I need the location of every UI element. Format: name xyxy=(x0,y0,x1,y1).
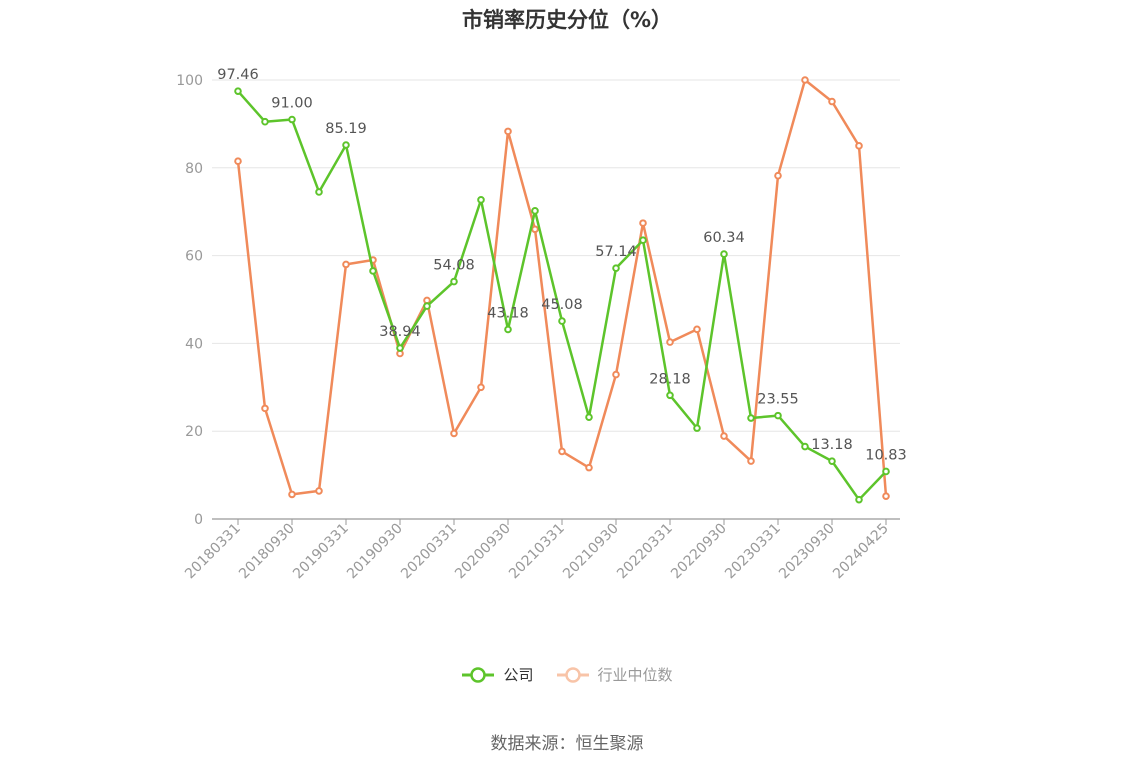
data-point[interactable] xyxy=(612,264,620,272)
x-tick-label: 20230331 xyxy=(722,521,784,583)
data-point[interactable] xyxy=(801,76,809,84)
data-point[interactable] xyxy=(234,157,242,166)
data-point[interactable] xyxy=(666,391,674,400)
data-point[interactable] xyxy=(423,302,431,310)
data-label: 28.18 xyxy=(649,371,691,387)
data-point[interactable] xyxy=(612,370,620,379)
data-point[interactable] xyxy=(450,277,458,286)
y-tick-label: 0 xyxy=(194,512,203,528)
data-point[interactable] xyxy=(693,325,701,334)
legend-item-company[interactable]: 公司 xyxy=(461,664,534,685)
data-label: 60.34 xyxy=(703,230,745,246)
data-point[interactable] xyxy=(369,267,377,275)
series-line xyxy=(236,78,888,497)
data-label: 23.55 xyxy=(757,392,799,408)
data-label: 54.08 xyxy=(433,258,475,274)
y-tick-label: 60 xyxy=(185,249,203,265)
legend: 公司 行业中位数 xyxy=(0,664,1134,685)
legend-industry-marker-icon xyxy=(556,666,589,683)
gridlines xyxy=(212,79,900,432)
x-tick-label: 20210331 xyxy=(506,521,568,583)
data-point[interactable] xyxy=(396,344,404,352)
data-point[interactable] xyxy=(828,457,836,465)
data-point[interactable] xyxy=(504,325,512,334)
x-tick-label: 20190331 xyxy=(290,521,352,583)
data-point[interactable] xyxy=(477,383,485,392)
y-tick-label: 100 xyxy=(176,73,203,89)
data-label: 10.83 xyxy=(865,447,907,463)
data-point[interactable] xyxy=(747,414,755,422)
data-label: 45.08 xyxy=(541,297,583,313)
data-point[interactable] xyxy=(774,171,782,180)
legend-industry-label: 行业中位数 xyxy=(597,666,673,684)
x-tick-label: 20180331 xyxy=(182,521,244,583)
x-tick-label: 20230930 xyxy=(776,521,838,583)
axes: 0 20 40 60 80 100 2018033120180930201903312019… xyxy=(176,73,900,582)
data-point[interactable] xyxy=(288,490,296,499)
data-point[interactable] xyxy=(558,447,566,456)
data-point[interactable] xyxy=(693,424,701,432)
data-point[interactable] xyxy=(585,413,593,421)
data-point[interactable] xyxy=(558,317,566,325)
y-tick-label: 20 xyxy=(185,424,203,440)
data-point[interactable] xyxy=(828,97,836,106)
y-tick-label: 80 xyxy=(185,161,203,177)
data-label: 13.18 xyxy=(811,437,853,453)
data-point[interactable] xyxy=(531,225,539,234)
data-point[interactable] xyxy=(720,432,728,440)
y-tick-label: 40 xyxy=(185,336,203,352)
data-point[interactable] xyxy=(342,141,350,149)
data-point[interactable] xyxy=(450,429,458,438)
data-point[interactable] xyxy=(855,142,863,150)
line-chart: 0 20 40 60 80 100 2018033120180930201903312019… xyxy=(176,67,907,582)
data-label: 43.18 xyxy=(487,305,529,321)
data-point[interactable] xyxy=(666,338,674,346)
data-point[interactable] xyxy=(747,457,755,465)
data-point[interactable] xyxy=(639,236,647,245)
x-tick-label: 20180930 xyxy=(236,521,298,583)
data-point[interactable] xyxy=(882,467,890,476)
x-tick-label: 20190930 xyxy=(344,521,406,583)
x-tick-label: 20200331 xyxy=(398,521,460,583)
data-point[interactable] xyxy=(315,487,323,495)
x-tick-label: 20220331 xyxy=(614,521,676,583)
data-label: 85.19 xyxy=(325,121,367,137)
data-point[interactable] xyxy=(639,219,647,227)
chart-title: 市销率历史分位（%） xyxy=(461,8,673,32)
data-point[interactable] xyxy=(288,115,296,124)
x-tick-label: 20240425 xyxy=(830,521,892,583)
data-point[interactable] xyxy=(261,117,269,126)
series-line xyxy=(237,90,887,501)
data-point[interactable] xyxy=(477,196,485,204)
data-source: 数据来源：恒生聚源 xyxy=(490,734,644,754)
data-label: 91.00 xyxy=(271,96,313,112)
data-point[interactable] xyxy=(531,207,539,215)
data-point[interactable] xyxy=(234,87,242,95)
legend-company-label: 公司 xyxy=(503,666,534,684)
data-point[interactable] xyxy=(342,260,350,269)
series-industry xyxy=(234,76,890,500)
data-labels: 97.46 91.00 85.19 38.94 54.08 43.18 45.08 57.14… xyxy=(217,67,907,463)
data-point[interactable] xyxy=(585,463,593,472)
data-point[interactable] xyxy=(315,188,323,196)
x-tick-label: 20200930 xyxy=(452,521,514,583)
series-company xyxy=(234,87,890,504)
x-tick-label: 20220930 xyxy=(668,521,730,583)
data-point[interactable] xyxy=(855,495,863,504)
legend-company-marker-icon xyxy=(462,666,495,683)
legend-item-industry[interactable]: 行业中位数 xyxy=(556,664,673,685)
data-point[interactable] xyxy=(801,442,809,451)
data-point[interactable] xyxy=(720,250,728,258)
data-point[interactable] xyxy=(774,411,782,420)
data-point[interactable] xyxy=(882,492,890,500)
data-point[interactable] xyxy=(504,127,512,136)
data-label: 38.94 xyxy=(379,324,421,340)
data-point[interactable] xyxy=(261,404,269,413)
x-tick-label: 20210930 xyxy=(560,521,622,583)
data-label: 57.14 xyxy=(595,244,637,260)
data-label: 97.46 xyxy=(217,67,259,83)
